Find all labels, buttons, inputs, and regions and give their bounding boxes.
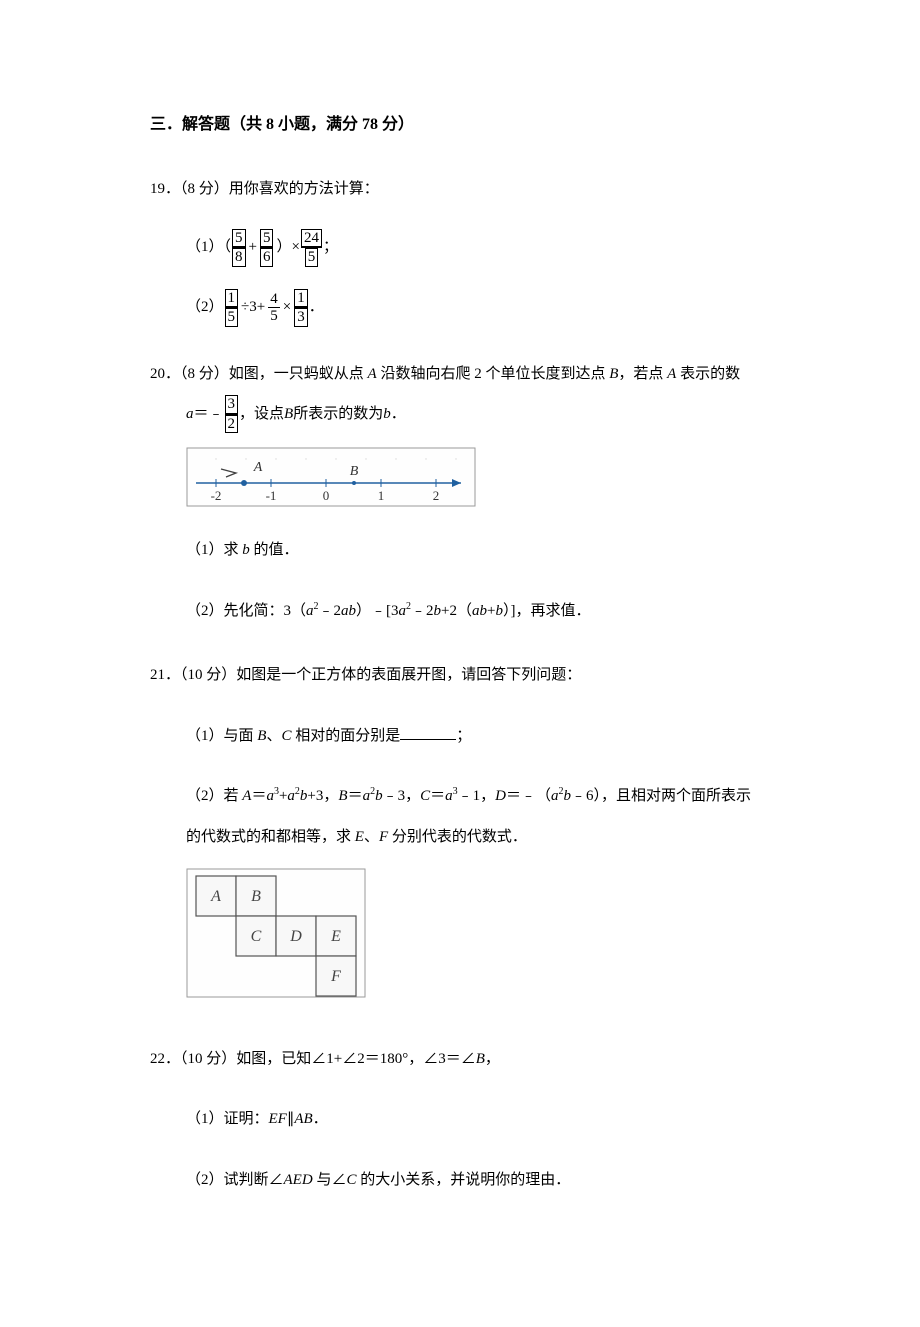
- q19-p2-end: ．: [309, 290, 324, 325]
- fraction-4-5: 4 5: [268, 291, 280, 325]
- q19-p1-mid: ）×: [276, 230, 299, 265]
- svg-text:0: 0: [323, 488, 330, 503]
- fraction-3-2: 3 2: [225, 395, 239, 433]
- fraction-5-6: 5 6: [260, 229, 274, 267]
- svg-text:2: 2: [433, 488, 440, 503]
- q20-sub1: （1）求 b 的值．: [150, 533, 775, 568]
- page: 三．解答题（共 8 小题，满分 78 分） 19．（8 分）用你喜欢的方法计算：…: [0, 0, 920, 1327]
- q21-stem: 21．（10 分）如图是一个正方体的表面展开图，请回答下列问题：: [150, 658, 775, 693]
- cube-net-figure: A B C D E F: [186, 868, 775, 1012]
- svg-text:E: E: [330, 928, 341, 945]
- q22-stem: 22．（10 分）如图，已知∠1+∠2＝180°，∠3＝∠B，: [150, 1042, 775, 1077]
- q22-sub1: （1）证明：EF∥AB．: [150, 1102, 775, 1137]
- q19-p1-end: ；: [323, 230, 338, 265]
- question-21: 21．（10 分）如图是一个正方体的表面展开图，请回答下列问题： （1）与面 B…: [150, 658, 775, 1012]
- svg-text:1: 1: [378, 488, 385, 503]
- q19-part1: （1）（ 5 8 + 5 6 ）× 24 5 ；: [150, 229, 775, 267]
- svg-text:C: C: [251, 928, 262, 945]
- svg-text:A: A: [253, 460, 263, 475]
- div-sign: ÷3+: [241, 290, 265, 325]
- svg-text:-1: -1: [266, 488, 277, 503]
- fraction-24-5: 24 5: [301, 229, 322, 267]
- q19-p1-label: （1）（: [186, 230, 231, 265]
- q21-sub2-line2: 的代数式的和都相等，求 E、F 分别代表的代数式．: [150, 820, 775, 855]
- svg-text:F: F: [330, 968, 341, 985]
- fill-blank[interactable]: [400, 739, 456, 740]
- question-19: 19．（8 分）用你喜欢的方法计算： （1）（ 5 8 + 5 6 ）× 24 …: [150, 172, 775, 327]
- svg-text:B: B: [251, 888, 261, 905]
- q19-p2-label: （2）: [186, 290, 224, 325]
- q20-stem: 20．（8 分）如图，一只蚂蚁从点 A 沿数轴向右爬 2 个单位长度到达点 B，…: [150, 357, 775, 392]
- plus-sign: +: [249, 230, 257, 265]
- q21-sub2: （2）若 A＝a3+a2b+3，B＝a2b﹣3，C＝a3﹣1，D＝﹣（a2b﹣6…: [150, 779, 775, 814]
- q20-sub2: （2）先化简：3（a2﹣2ab）﹣[3a2﹣2b+2（ab+b）]，再求值．: [150, 594, 775, 629]
- fraction-1-5: 1 5: [225, 289, 239, 327]
- q21-sub1: （1）与面 B、C 相对的面分别是；: [150, 719, 775, 754]
- svg-text:A: A: [210, 888, 221, 905]
- section-title: 三．解答题（共 8 小题，满分 78 分）: [150, 110, 775, 134]
- q19-part2: （2） 1 5 ÷3+ 4 5 × 1 3 ．: [150, 289, 775, 327]
- q22-sub2: （2）试判断∠AED 与∠C 的大小关系，并说明你的理由．: [150, 1163, 775, 1198]
- number-line-figure: -2 -1 0 1 2 A B: [186, 447, 775, 507]
- svg-text:D: D: [289, 928, 302, 945]
- svg-text:B: B: [350, 464, 359, 479]
- times-sign: ×: [283, 290, 291, 325]
- q20-line2: a ＝﹣ 3 2 ，设点 B 所表示的数为 b．: [150, 395, 775, 433]
- fraction-1-3: 1 3: [294, 289, 308, 327]
- q19-stem: 19．（8 分）用你喜欢的方法计算：: [150, 172, 775, 207]
- question-22: 22．（10 分）如图，已知∠1+∠2＝180°，∠3＝∠B， （1）证明：EF…: [150, 1042, 775, 1198]
- svg-text:-2: -2: [211, 488, 222, 503]
- question-20: 20．（8 分）如图，一只蚂蚁从点 A 沿数轴向右爬 2 个单位长度到达点 B，…: [150, 357, 775, 629]
- fraction-5-8: 5 8: [232, 229, 246, 267]
